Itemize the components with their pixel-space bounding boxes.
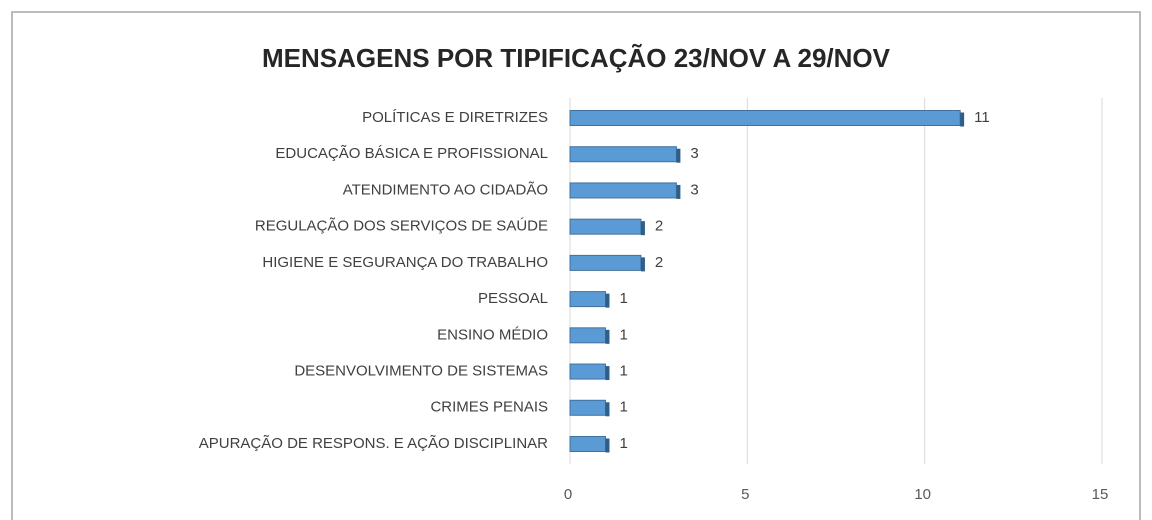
data-label: 2 bbox=[655, 254, 663, 271]
data-label: 2 bbox=[655, 218, 663, 235]
bar-side bbox=[605, 366, 610, 381]
x-tick-label: 10 bbox=[914, 486, 931, 503]
data-label: 1 bbox=[619, 435, 627, 452]
bar-side bbox=[605, 293, 610, 308]
bar-side bbox=[640, 257, 645, 272]
category-label: REGULAÇÃO DOS SERVIÇOS DE SAÚDE bbox=[255, 218, 548, 235]
bar-side bbox=[605, 438, 610, 453]
category-label: ENSINO MÉDIO bbox=[437, 326, 548, 343]
data-label: 1 bbox=[619, 363, 627, 380]
bar bbox=[569, 399, 606, 416]
data-label: 11 bbox=[974, 109, 990, 126]
bar bbox=[569, 363, 606, 380]
data-label: 1 bbox=[619, 326, 627, 343]
category-label: HIGIENE E SEGURANÇA DO TRABALHO bbox=[262, 254, 548, 271]
category-label: CRIMES PENAIS bbox=[430, 399, 548, 416]
chart-title: MENSAGENS POR TIPIFICAÇÃO 23/NOV A 29/NO… bbox=[262, 43, 891, 73]
bar-side bbox=[605, 329, 610, 344]
bar bbox=[569, 436, 606, 452]
bar-side bbox=[605, 402, 610, 417]
category-label: APURAÇÃO DE RESPONS. E AÇÃO DISCIPLINAR bbox=[199, 435, 548, 452]
category-label: PESSOAL bbox=[478, 290, 548, 307]
category-label: DESENVOLVIMENTO DE SISTEMAS bbox=[294, 363, 548, 380]
bar-side bbox=[676, 184, 681, 199]
data-label: 3 bbox=[690, 145, 698, 162]
x-tick-label: 0 bbox=[564, 486, 572, 503]
bar bbox=[569, 146, 677, 163]
data-label: 3 bbox=[690, 181, 698, 198]
bar bbox=[569, 218, 642, 235]
bar-side bbox=[960, 112, 965, 127]
x-tick-label: 5 bbox=[741, 486, 749, 503]
bar bbox=[569, 254, 642, 271]
bar-side bbox=[676, 148, 681, 163]
category-label: EDUCAÇÃO BÁSICA E PROFISSIONAL bbox=[275, 145, 548, 162]
x-tick-label: 15 bbox=[1092, 486, 1109, 503]
category-label: POLÍTICAS E DIRETRIZES bbox=[362, 109, 548, 126]
bar bbox=[569, 110, 961, 126]
bar-side bbox=[640, 221, 645, 236]
data-label: 1 bbox=[619, 399, 627, 416]
bar bbox=[569, 291, 606, 308]
bar bbox=[569, 182, 677, 199]
data-label: 1 bbox=[619, 290, 627, 307]
bar bbox=[569, 327, 606, 344]
category-label: ATENDIMENTO AO CIDADÃO bbox=[343, 181, 548, 198]
